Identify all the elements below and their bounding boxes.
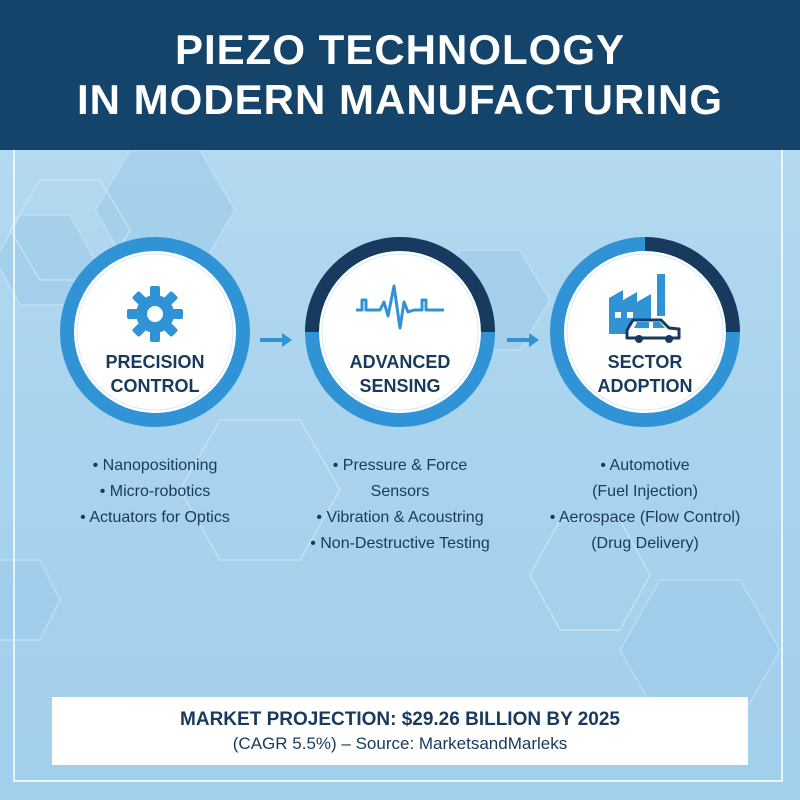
content-frame [13, 150, 783, 782]
stage-sector-adoption: SECTOR ADOPTION [545, 232, 745, 432]
stage-title: PRECISION CONTROL [55, 350, 255, 398]
stage-title-line-1: PRECISION [105, 352, 205, 372]
stage-1-bullet-list: • Nanopositioning • Micro-robotics • Act… [55, 453, 255, 531]
list-item: • Automotive [600, 457, 690, 474]
market-projection-box: MARKET PROJECTION: $29.26 BILLION BY 202… [52, 697, 748, 765]
list-item: (Fuel Injection) [592, 483, 698, 500]
waveform-icon [356, 284, 444, 330]
market-projection-headline: MARKET PROJECTION: $29.26 BILLION BY 202… [180, 708, 620, 730]
list-item: • Pressure & Force [332, 457, 468, 474]
stage-title-line-2: CONTROL [110, 376, 200, 396]
stage-title-line-1: SECTOR [607, 352, 683, 372]
list-item: Sensors [370, 483, 430, 500]
factory-car-icon [609, 274, 681, 343]
list-item: (Drug Delivery) [591, 535, 699, 552]
stage-2-bullet-list: • Pressure & Force Sensors • Vibration &… [290, 453, 510, 557]
title-banner: PIEZO TECHNOLOGY IN MODERN MANUFACTURING [0, 0, 800, 150]
stage-3-bullet-list: • Automotive (Fuel Injection) • Aerospac… [540, 453, 750, 557]
stage-title-line-1: ADVANCED [349, 352, 451, 372]
list-item: • Vibration & Acoustring [316, 509, 484, 526]
stage-title-line-2: ADOPTION [597, 376, 693, 396]
list-item: • Micro-robotics [99, 483, 211, 500]
stage-advanced-sensing: ADVANCED SENSING [300, 232, 500, 432]
arrow-right-icon [260, 333, 292, 347]
stage-precision-control: PRECISION CONTROL [55, 232, 255, 432]
gear-icon [127, 286, 183, 342]
list-item: • Aerospace (Flow Control) [549, 509, 741, 526]
market-projection-source: (CAGR 5.5%) – Source: MarketsandMarleks [232, 733, 568, 753]
list-item: • Nanopositioning [92, 457, 218, 474]
stage-title: ADVANCED SENSING [300, 350, 500, 398]
stage-title: SECTOR ADOPTION [545, 350, 745, 398]
arrow-right-icon [507, 333, 539, 347]
list-item: • Non-Destructive Testing [310, 535, 490, 552]
page-title-line-2: IN MODERN MANUFACTURING [77, 76, 723, 123]
page-title-line-1: PIEZO TECHNOLOGY [174, 26, 626, 73]
stage-title-line-2: SENSING [359, 376, 441, 396]
list-item: • Actuators for Optics [80, 509, 230, 526]
